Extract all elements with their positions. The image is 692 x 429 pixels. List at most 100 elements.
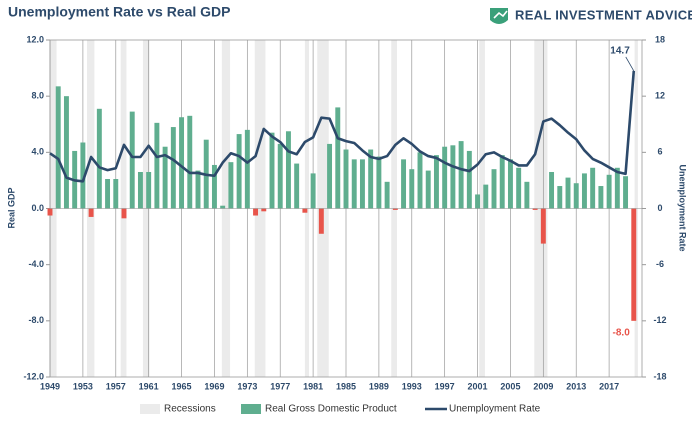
bar: [401, 159, 407, 209]
x-tick-label: 2005: [500, 381, 520, 391]
x-tick-label: 2009: [533, 381, 553, 391]
legend-label: Recessions: [164, 404, 216, 415]
legend-swatch: [241, 404, 261, 414]
bar: [631, 208, 637, 321]
bar: [573, 183, 579, 209]
y-tick-label: -12.0: [23, 371, 44, 381]
logo-shield: [490, 8, 508, 24]
legend-label: Unemployment Rate: [449, 404, 541, 415]
x-tick-label: 1973: [237, 381, 257, 391]
bar: [47, 208, 53, 216]
bar: [121, 208, 127, 219]
bar: [113, 179, 119, 209]
bar: [129, 111, 135, 209]
x-tick-label: 1985: [336, 381, 356, 391]
bar: [318, 208, 324, 234]
bar: [302, 208, 308, 213]
chart-title: Unemployment Rate vs Real GDP: [8, 4, 231, 20]
bar: [335, 107, 341, 209]
y-tick-label: 8.0: [31, 91, 44, 101]
x-tick-label: 1977: [270, 381, 290, 391]
bar: [417, 152, 423, 209]
bar: [392, 208, 398, 210]
bar: [351, 159, 357, 209]
bar: [384, 181, 390, 209]
bar: [63, 96, 69, 209]
bar: [162, 146, 168, 209]
bar: [261, 208, 267, 212]
x-tick-label: 2017: [599, 381, 619, 391]
bar: [368, 149, 374, 209]
bar: [105, 179, 111, 209]
bar: [137, 171, 143, 209]
bar: [614, 167, 620, 209]
x-tick-label: 1965: [172, 381, 192, 391]
bar: [146, 171, 152, 209]
bar: [170, 127, 176, 209]
y-tick-label: 0.0: [31, 203, 44, 213]
bar: [507, 159, 513, 209]
y-tick-label: 12.0: [26, 34, 44, 44]
bar: [540, 208, 546, 244]
bar: [285, 131, 291, 209]
y-axis-label: Real GDP: [6, 187, 16, 228]
bar: [294, 163, 300, 209]
bar: [466, 150, 472, 209]
bar: [565, 177, 571, 209]
bar: [425, 170, 431, 209]
bar: [269, 132, 275, 209]
bar: [211, 164, 217, 209]
annotation-leader: [625, 56, 635, 72]
annotation: -8.0: [613, 327, 631, 338]
bar: [516, 167, 522, 209]
bar: [179, 117, 185, 209]
bar: [154, 122, 160, 209]
bar: [450, 145, 456, 209]
x-tick-label: 1969: [204, 381, 224, 391]
bar: [483, 184, 489, 209]
legend-label: Real Gross Domestic Product: [265, 404, 397, 415]
bar: [590, 167, 596, 209]
x-tick-label: 1953: [73, 381, 93, 391]
annotation: 14.7: [610, 46, 630, 57]
brand-logo: REAL INVESTMENT ADVICE: [490, 7, 692, 24]
x-tick-label: 1949: [40, 381, 60, 391]
bar: [310, 173, 316, 209]
bar: [557, 186, 563, 209]
bar: [409, 169, 415, 209]
x-tick-label: 1989: [369, 381, 389, 391]
bar: [187, 115, 193, 209]
y2-tick-label: 6: [657, 147, 662, 157]
bar: [88, 208, 94, 217]
x-tick-label: 1981: [303, 381, 323, 391]
bar: [327, 143, 333, 209]
y-tick-label: -8.0: [28, 315, 44, 325]
bar: [475, 194, 481, 209]
y-tick-label: 4.0: [31, 147, 44, 157]
bar: [343, 149, 349, 209]
bar: [524, 181, 530, 209]
bar: [491, 169, 497, 209]
bar: [228, 162, 234, 209]
y2-tick-label: -12: [653, 315, 666, 325]
brand-name: REAL INVESTMENT ADVICE: [515, 7, 692, 22]
bar: [253, 208, 259, 216]
bar: [442, 146, 448, 209]
bar: [80, 142, 86, 209]
bar: [499, 155, 505, 209]
logo-arrow: [493, 10, 508, 19]
x-tick-label: 2013: [566, 381, 586, 391]
y2-axis-label: Unemployment Rate: [678, 164, 688, 251]
line: [49, 70, 636, 183]
y2-tick-label: 18: [655, 34, 665, 44]
y2-tick-label: -18: [653, 371, 666, 381]
x-tick-label: 1993: [402, 381, 422, 391]
bar: [598, 186, 604, 209]
bar: [376, 156, 382, 209]
y2-tick-label: 12: [655, 91, 665, 101]
bar: [549, 171, 555, 209]
bar: [236, 134, 242, 209]
bar: [581, 173, 587, 209]
bar: [277, 143, 283, 209]
x-tick-label: 2001: [468, 381, 488, 391]
